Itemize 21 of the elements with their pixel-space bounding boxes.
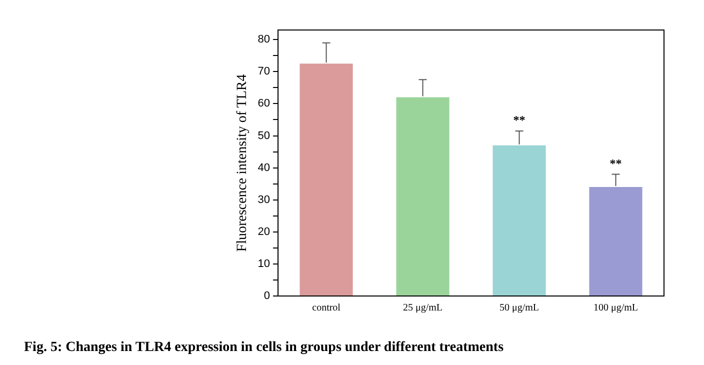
x-tick-label: control [312, 302, 341, 314]
x-tick-label: 50 μg/mL [500, 302, 540, 314]
x-tick-label: 100 μg/mL [593, 302, 638, 314]
x-tick-label: 25 μg/mL [403, 302, 443, 314]
y-tick-label: 50 [258, 130, 270, 142]
y-tick-label: 70 [258, 66, 270, 78]
annotation: ** [610, 156, 622, 170]
bar [492, 145, 546, 296]
y-tick-label: 20 [258, 226, 270, 238]
y-tick-label: 40 [258, 162, 270, 174]
y-tick-label: 10 [258, 258, 270, 270]
y-tick-label: 30 [258, 194, 270, 206]
y-tick-label: 80 [258, 34, 270, 46]
annotation: ** [513, 113, 526, 128]
caption: Fig. 5: Changes in TLR4 expression in cells in groups under different treatments [24, 340, 504, 356]
bar [589, 187, 642, 296]
y-tick-label: 0 [264, 290, 270, 302]
bar [396, 97, 450, 296]
bar [300, 64, 353, 296]
y-tick-label: 60 [258, 98, 270, 110]
y-axis-title: Fluorescence intensity of TLR4 [235, 74, 250, 252]
